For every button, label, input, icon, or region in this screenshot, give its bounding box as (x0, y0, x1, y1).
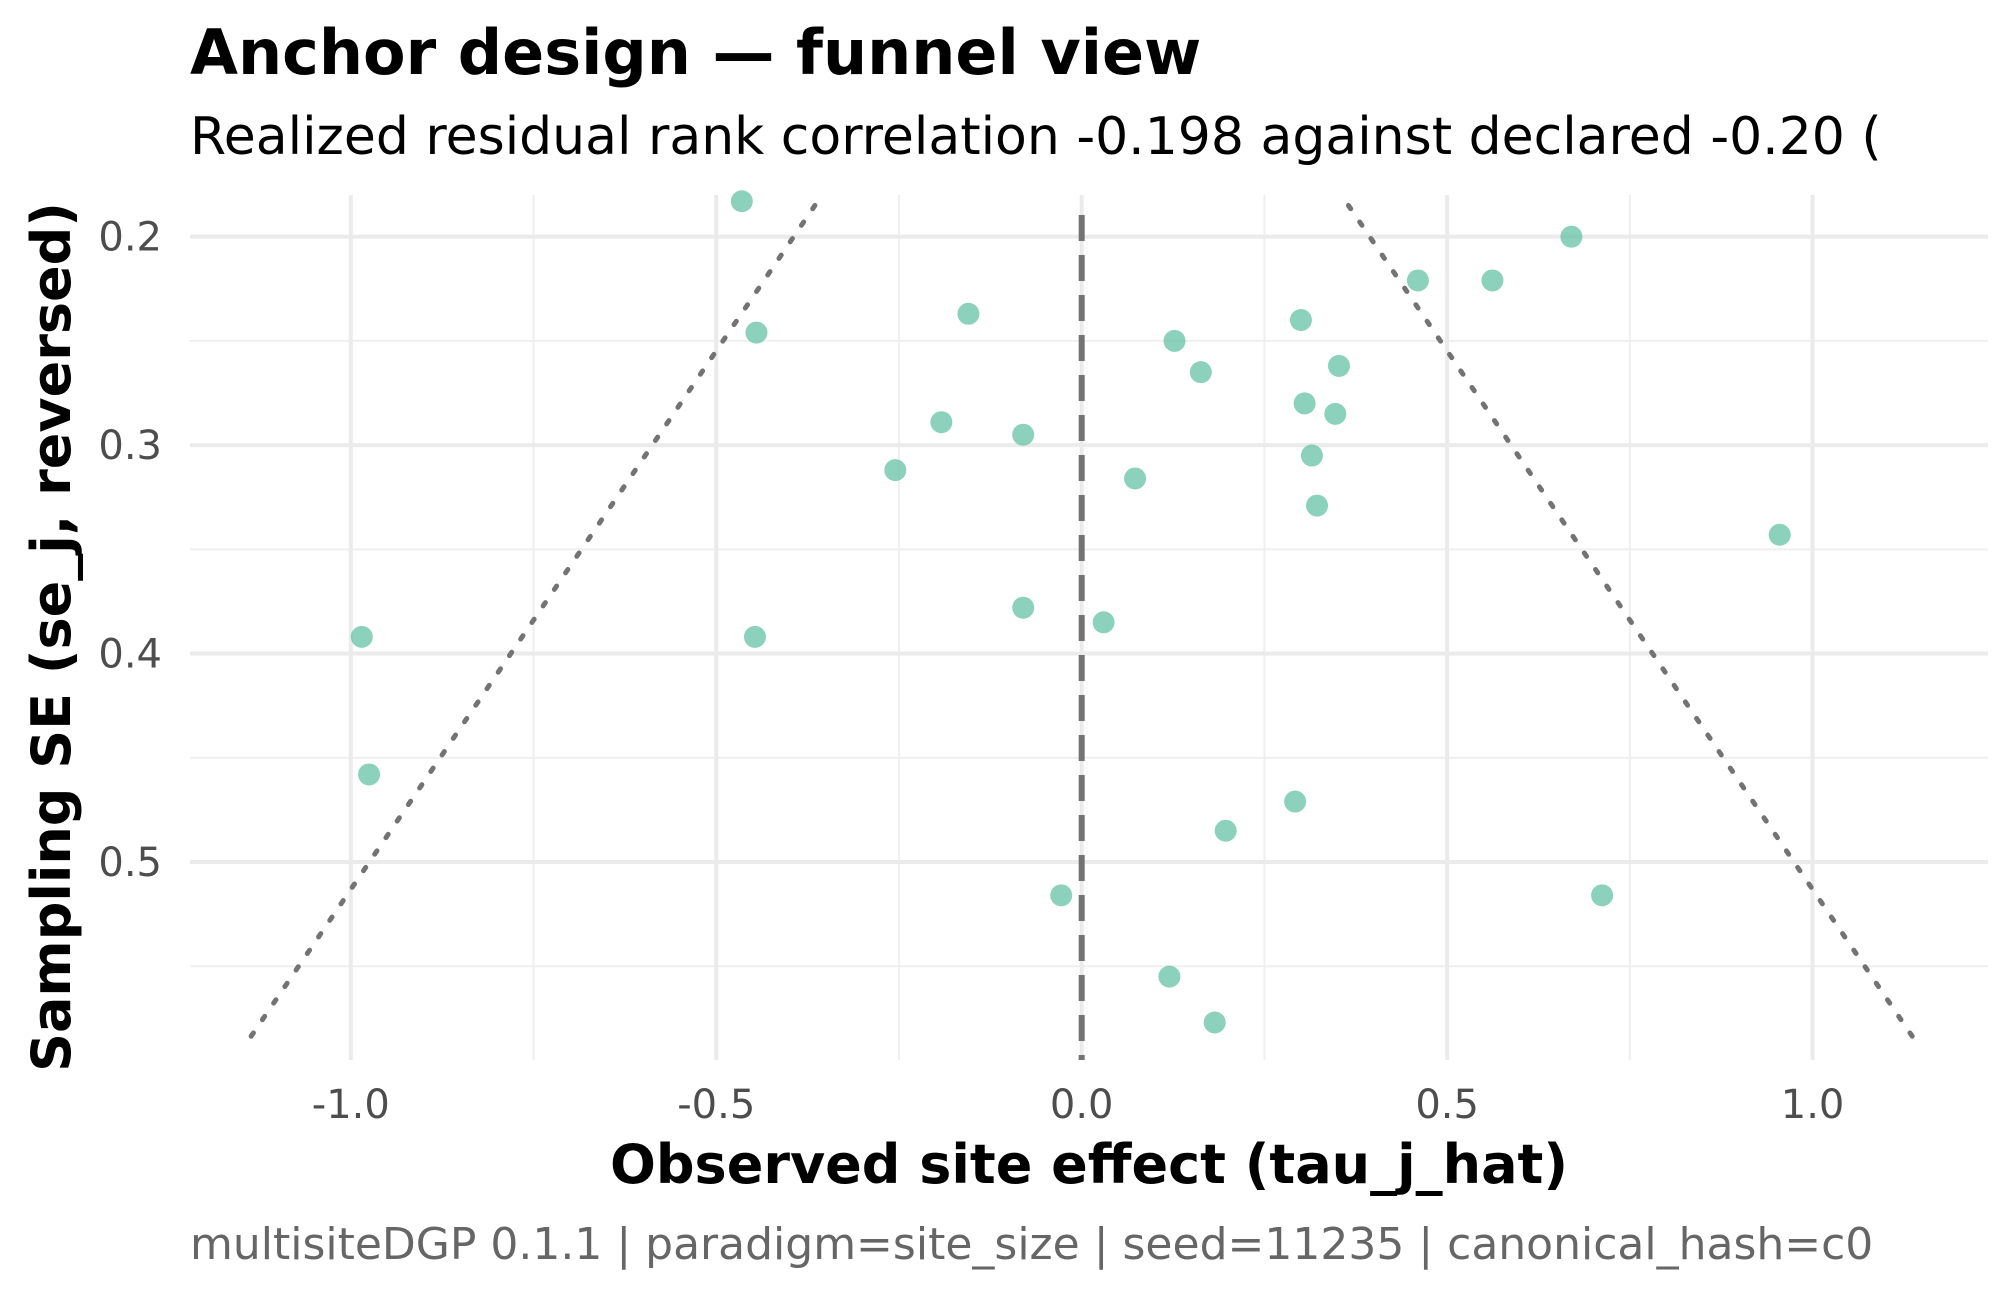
x-axis-ticks: -1.0 -0.5 0.0 0.5 1.0 (312, 1082, 1845, 1128)
x-tick-label: -1.0 (312, 1082, 390, 1128)
data-point (358, 763, 381, 786)
data-point (1124, 467, 1147, 490)
minor-grid (190, 195, 1988, 1060)
data-point (884, 459, 907, 482)
data-point (957, 302, 980, 325)
funnel-bound-right (1345, 202, 1918, 1043)
major-grid (190, 195, 1988, 1060)
data-point (1768, 523, 1791, 546)
data-point (350, 625, 373, 648)
data-point (745, 321, 768, 344)
data-point (1481, 269, 1504, 292)
data-point (930, 411, 953, 434)
y-tick-label: 0.2 (98, 215, 162, 261)
data-point (1050, 884, 1073, 907)
data-point (1406, 269, 1429, 292)
x-tick-label: -0.5 (677, 1082, 755, 1128)
data-point (1560, 225, 1583, 248)
funnel-bound-left (245, 202, 818, 1043)
y-tick-label: 0.4 (98, 632, 162, 678)
data-point (1284, 790, 1307, 813)
x-tick-label: 0.0 (1050, 1082, 1114, 1128)
x-axis-title: Observed site effect (tau_j_hat) (610, 1133, 1568, 1196)
chart-title: Anchor design — funnel view (190, 16, 1201, 89)
data-point (1591, 884, 1614, 907)
data-point (743, 625, 766, 648)
y-axis-title: Sampling SE (se_j, reversed) (20, 202, 83, 1072)
chart-caption: multisiteDGP 0.1.1 | paradigm=site_size … (190, 1219, 1873, 1270)
data-points (350, 190, 1791, 1034)
y-axis-ticks: 0.2 0.3 0.4 0.5 (98, 215, 162, 886)
data-point (1163, 329, 1186, 352)
data-point (1306, 494, 1329, 517)
data-point (1289, 309, 1312, 332)
data-point (1327, 354, 1350, 377)
data-point (1214, 819, 1237, 842)
data-point (730, 190, 753, 213)
data-point (1092, 611, 1115, 634)
data-point (1189, 361, 1212, 384)
data-point (1293, 392, 1316, 415)
funnel-bounds (245, 202, 1918, 1043)
data-point (1012, 596, 1035, 619)
x-tick-label: 1.0 (1781, 1082, 1845, 1128)
data-point (1324, 402, 1347, 425)
chart-subtitle: Realized residual rank correlation -0.19… (190, 107, 1882, 167)
y-tick-label: 0.3 (98, 423, 162, 469)
x-tick-label: 0.5 (1415, 1082, 1479, 1128)
data-point (1203, 1011, 1226, 1034)
data-point (1012, 423, 1035, 446)
data-point (1158, 965, 1181, 988)
data-point (1300, 444, 1323, 467)
y-tick-label: 0.5 (98, 840, 162, 886)
